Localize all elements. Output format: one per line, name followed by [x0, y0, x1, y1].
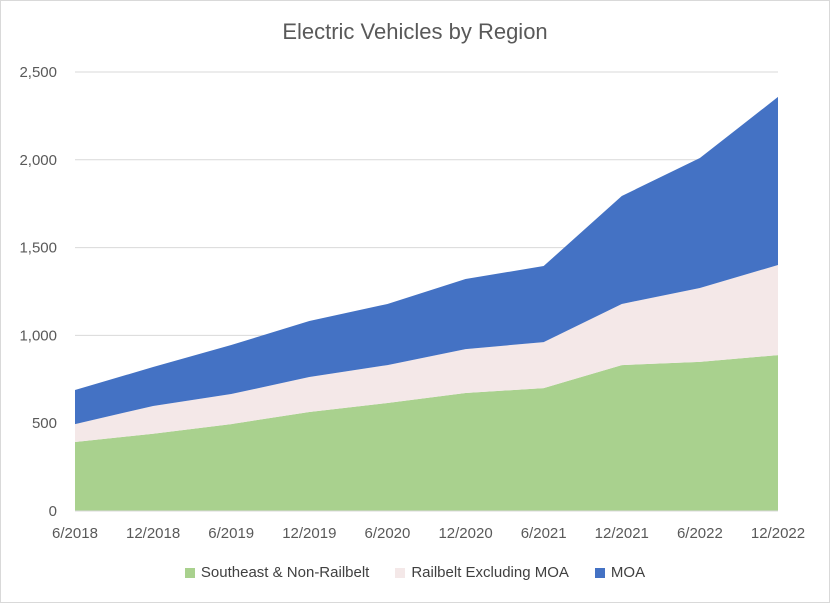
x-tick-label: 6/2018 — [52, 525, 98, 542]
x-tick-label: 12/2019 — [282, 525, 336, 542]
y-tick-label: 2,000 — [19, 152, 57, 169]
legend-label: Southeast & Non-Railbelt — [200, 564, 370, 581]
x-tick-label: 12/2022 — [751, 525, 805, 542]
x-tick-label: 6/2022 — [677, 525, 723, 542]
x-tick-label: 6/2019 — [208, 525, 254, 542]
area-series-0 — [75, 355, 778, 511]
y-tick-label: 2,500 — [19, 64, 57, 81]
legend-swatch — [184, 567, 195, 578]
legend-item: Railbelt Excluding MOA — [395, 564, 569, 581]
chart-title: Electric Vehicles by Region — [282, 19, 548, 44]
x-tick-label: 12/2020 — [438, 525, 492, 542]
y-tick-label: 1,000 — [19, 327, 57, 344]
legend-label: MOA — [610, 564, 646, 581]
area-series-1 — [75, 264, 778, 442]
x-tick-label: 6/2021 — [521, 525, 567, 542]
y-tick-label: 1,500 — [19, 240, 57, 257]
x-tick-label: 12/2018 — [126, 525, 180, 542]
legend-swatch — [594, 567, 605, 578]
y-tick-label: 500 — [32, 415, 57, 432]
y-tick-label: 0 — [49, 503, 57, 520]
x-tick-label: 12/2021 — [595, 525, 649, 542]
legend-item: MOA — [594, 564, 646, 581]
x-tick-label: 6/2020 — [364, 525, 410, 542]
legend-label: Railbelt Excluding MOA — [411, 564, 569, 581]
area-series-2 — [75, 96, 778, 425]
legend: Southeast & Non-Railbelt Railbelt Excludi… — [1, 564, 829, 581]
legend-swatch — [395, 567, 406, 578]
legend-item: Southeast & Non-Railbelt — [184, 564, 370, 581]
